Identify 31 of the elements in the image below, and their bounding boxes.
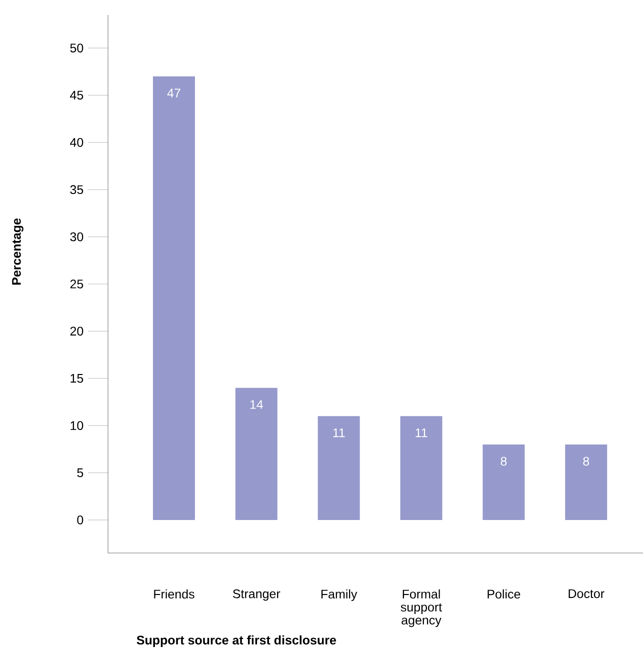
y-tick-label: 40 — [70, 138, 84, 147]
data-label: 14 — [250, 400, 263, 409]
y-axis-title: Percentage — [12, 218, 24, 285]
x-tick-label: Friends — [154, 589, 194, 599]
bar — [565, 444, 608, 520]
y-tick-label: 20 — [70, 326, 84, 336]
y-tick-label: 5 — [77, 468, 84, 478]
bar — [482, 444, 525, 520]
data-label: 11 — [333, 428, 345, 438]
x-tick-label: Formal support agency — [400, 589, 442, 628]
y-tick-label: 45 — [70, 90, 84, 100]
data-label: 47 — [167, 88, 180, 98]
y-tick-label: 15 — [70, 374, 84, 383]
y-tick-label: 10 — [70, 421, 84, 430]
bar — [235, 388, 278, 520]
x-tick-label: Police — [488, 589, 520, 599]
x-axis-title: Support source at first disclosure — [136, 635, 336, 648]
y-tick-label: 30 — [70, 232, 84, 242]
bar — [152, 76, 195, 520]
y-tick-label: 35 — [70, 185, 84, 194]
y-tick-label: 50 — [70, 44, 84, 52]
x-tick-label: Stranger — [232, 589, 280, 601]
data-label: 8 — [500, 456, 507, 466]
x-tick-label: Family — [321, 589, 358, 602]
y-tick-label: 0 — [77, 516, 84, 524]
data-label: 11 — [416, 428, 428, 438]
bar — [318, 416, 360, 520]
bar — [400, 416, 442, 520]
x-tick-label: Doctor — [568, 589, 604, 598]
data-label: 8 — [583, 456, 590, 466]
y-tick-label: 25 — [70, 280, 84, 288]
